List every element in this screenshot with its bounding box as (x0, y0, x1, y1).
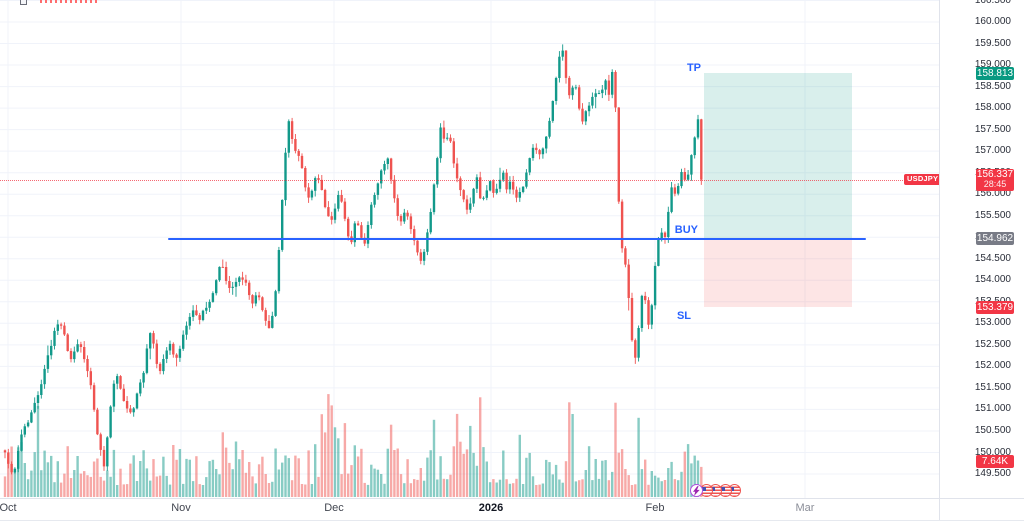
price-tick: 151.000 (974, 403, 1011, 415)
legend-red-digits-fragment (40, 0, 98, 3)
entry-price-pill: 154.962 (976, 232, 1014, 246)
price-tick: 150.000 (974, 446, 1011, 458)
price-tick: 150.500 (974, 425, 1011, 436)
price-tick: 159.000 (974, 59, 1011, 70)
take-profit-label[interactable]: TP (686, 62, 701, 75)
price-axis-separator (939, 0, 940, 520)
price-tick: 154.000 (974, 274, 1011, 286)
candlestick-volume-canvas (0, 0, 939, 498)
lightning-event-icon[interactable] (690, 484, 703, 497)
price-tick: 158.000 (974, 102, 1011, 114)
time-tick-Oct: Oct (0, 502, 17, 514)
bar-countdown: 28:45 (983, 178, 1007, 189)
price-tick: 160.000 (974, 16, 1011, 27)
time-tick-Dec: Dec (324, 502, 344, 514)
price-tick: 149.500 (974, 468, 1011, 479)
price-tick: 158.500 (974, 80, 1011, 92)
price-tick: 157.000 (974, 145, 1011, 157)
buy-entry-label[interactable]: BUY (674, 223, 698, 236)
volume-value-pill: 7.64K (976, 454, 1014, 468)
last-price-value: 156.337 (976, 168, 1014, 180)
us-flag-event-icon[interactable] (718, 484, 732, 497)
time-axis-separator (0, 498, 1024, 499)
long-position-stop-zone[interactable] (704, 238, 852, 307)
legend-box-fragment (20, 0, 27, 5)
price-tick: 152.500 (974, 338, 1011, 350)
chart-plot-area[interactable]: TP BUY SL USDJPY (0, 0, 939, 498)
price-tick: 155.500 (974, 209, 1011, 221)
price-tick: 160.500 (974, 0, 1011, 6)
price-tick: 154.500 (974, 252, 1011, 264)
stop-loss-label[interactable]: SL (676, 310, 691, 323)
price-axis[interactable]: 160.500 160.000 159.500 159.000 158.500 158.0… (939, 0, 1024, 498)
price-tick: 156.000 (974, 188, 1011, 200)
entry-price-line[interactable] (168, 237, 866, 240)
time-tick-Mar: Mar (795, 502, 815, 514)
time-tick-Feb: Feb (645, 502, 665, 514)
price-tick: 159.500 (974, 37, 1011, 49)
price-tick: 152.000 (974, 360, 1011, 372)
clipped-legend-fragment (20, 0, 140, 5)
last-price-pill: 156.337 28:45 (976, 168, 1014, 191)
price-tick: 157.500 (974, 123, 1011, 135)
long-position-profit-zone[interactable] (704, 73, 852, 239)
tp-price-pill: 158.813 (976, 66, 1014, 80)
time-axis[interactable]: Oct Nov Dec 2026 Feb Mar (0, 498, 939, 520)
price-tick: 151.500 (974, 381, 1011, 393)
symbol-price-flag: USDJPY (904, 173, 939, 185)
current-price-dotted-line (0, 179, 939, 181)
bottom-border (0, 520, 1024, 521)
time-tick-2026: 2026 (478, 502, 504, 514)
sl-price-pill: 153.379 (976, 300, 1014, 314)
price-tick: 153.000 (974, 317, 1011, 329)
time-tick-Nov: Nov (171, 502, 191, 514)
